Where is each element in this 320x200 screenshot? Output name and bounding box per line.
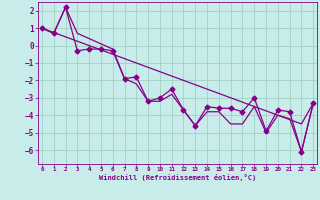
X-axis label: Windchill (Refroidissement éolien,°C): Windchill (Refroidissement éolien,°C)	[99, 174, 256, 181]
